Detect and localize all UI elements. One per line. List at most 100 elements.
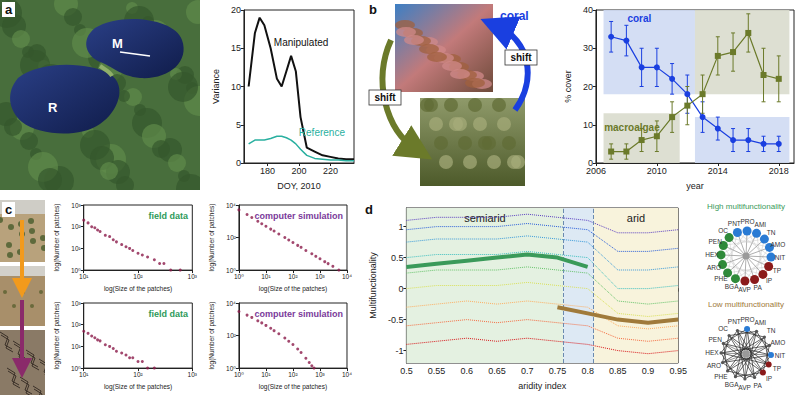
svg-text:10³: 10³: [188, 273, 198, 280]
svg-text:coral: coral: [500, 9, 529, 23]
svg-text:0.95: 0.95: [669, 366, 687, 376]
svg-text:0.85: 0.85: [609, 366, 627, 376]
svg-text:ARO: ARO: [707, 362, 721, 369]
svg-text:AMI: AMI: [755, 221, 767, 228]
svg-text:field data: field data: [148, 211, 189, 221]
svg-text:OC: OC: [718, 325, 728, 332]
svg-text:10²: 10²: [133, 273, 143, 280]
svg-text:PNT: PNT: [728, 318, 741, 325]
svg-text:HEX: HEX: [705, 349, 719, 356]
svg-text:IP: IP: [766, 277, 772, 284]
svg-text:10⁰: 10⁰: [234, 371, 244, 378]
svg-text:20: 20: [231, 5, 241, 15]
svg-text:180: 180: [260, 166, 275, 176]
svg-text:PA: PA: [754, 284, 763, 291]
svg-text:10²: 10²: [71, 321, 81, 328]
svg-text:AVP: AVP: [738, 286, 751, 293]
svg-text:coral: coral: [627, 13, 651, 24]
svg-text:10³: 10³: [71, 300, 81, 307]
svg-text:0.8: 0.8: [581, 366, 594, 376]
svg-text:10¹: 10¹: [261, 273, 271, 280]
svg-text:PRO: PRO: [740, 218, 754, 225]
svg-text:10⁴: 10⁴: [342, 371, 352, 378]
svg-text:-1: -1: [395, 346, 403, 356]
svg-text:0.7: 0.7: [521, 366, 534, 376]
svg-text:NIT: NIT: [775, 352, 786, 359]
svg-text:10³: 10³: [315, 371, 325, 378]
svg-text:PHE: PHE: [714, 373, 728, 380]
svg-text:30: 30: [583, 43, 593, 53]
svg-text:0.55: 0.55: [428, 366, 446, 376]
svg-text:10: 10: [583, 120, 593, 130]
svg-text:shift: shift: [374, 92, 396, 103]
svg-text:200: 200: [291, 166, 306, 176]
svg-text:0.5: 0.5: [391, 253, 404, 263]
svg-text:TN: TN: [767, 229, 776, 236]
svg-text:15: 15: [231, 43, 241, 53]
svg-text:OC: OC: [718, 227, 728, 234]
svg-text:-0.5: -0.5: [388, 315, 404, 325]
svg-text:AMI: AMI: [755, 319, 767, 326]
svg-text:High multifunctionality: High multifunctionality: [707, 202, 785, 211]
svg-text:NIT: NIT: [775, 254, 786, 261]
svg-text:0.6: 0.6: [461, 366, 474, 376]
svg-text:PEN: PEN: [708, 238, 722, 245]
svg-text:HEX: HEX: [705, 251, 719, 258]
svg-text:log(Number of patches): log(Number of patches): [208, 204, 216, 272]
svg-text:2010: 2010: [647, 166, 667, 176]
svg-text:PEN: PEN: [708, 336, 722, 343]
svg-text:BGA: BGA: [725, 283, 739, 290]
svg-text:Variance: Variance: [211, 69, 221, 104]
svg-text:1: 1: [398, 222, 403, 232]
svg-text:ARO: ARO: [707, 264, 721, 271]
svg-text:aridity index: aridity index: [518, 381, 567, 391]
svg-text:R: R: [48, 100, 58, 115]
svg-text:10²: 10²: [133, 371, 143, 378]
svg-text:10⁰: 10⁰: [234, 273, 244, 280]
svg-text:0.9: 0.9: [642, 366, 655, 376]
svg-text:PRO: PRO: [740, 316, 754, 323]
svg-text:arid: arid: [627, 212, 645, 224]
svg-text:10²: 10²: [227, 332, 237, 339]
svg-text:2018: 2018: [769, 166, 789, 176]
svg-text:M: M: [112, 36, 123, 51]
svg-text:2006: 2006: [586, 166, 606, 176]
svg-text:log(Size of the patches): log(Size of the patches): [104, 383, 172, 391]
svg-text:Reference: Reference: [299, 127, 346, 138]
svg-text:log(Size of the patches): log(Size of the patches): [259, 383, 327, 391]
svg-text:macroalgae: macroalgae: [604, 122, 660, 133]
svg-text:field data: field data: [148, 309, 189, 319]
svg-text:10²: 10²: [227, 234, 237, 241]
svg-text:BGA: BGA: [725, 381, 739, 388]
svg-text:10⁴: 10⁴: [342, 273, 352, 280]
svg-text:10¹: 10¹: [79, 371, 89, 378]
svg-text:220: 220: [323, 166, 338, 176]
svg-text:Multifunctionality: Multifunctionality: [368, 252, 378, 319]
svg-text:log(Size of the patches): log(Size of the patches): [259, 285, 327, 293]
svg-text:2014: 2014: [708, 166, 728, 176]
svg-text:10⁴: 10⁴: [226, 202, 236, 209]
svg-text:10²: 10²: [71, 223, 81, 230]
svg-text:log(Number of patches): log(Number of patches): [208, 302, 216, 370]
svg-text:DOY, 2010: DOY, 2010: [277, 181, 320, 191]
svg-text:0.75: 0.75: [549, 366, 567, 376]
svg-text:log(Size of the patches): log(Size of the patches): [104, 285, 172, 293]
svg-text:10: 10: [231, 82, 241, 92]
svg-text:5: 5: [236, 120, 241, 130]
svg-text:TN: TN: [767, 327, 776, 334]
svg-text:10⁴: 10⁴: [226, 300, 236, 307]
svg-text:20: 20: [583, 82, 593, 92]
svg-text:IP: IP: [766, 375, 772, 382]
svg-text:10¹: 10¹: [71, 245, 81, 252]
svg-text:10³: 10³: [71, 202, 81, 209]
svg-text:shift: shift: [510, 52, 532, 63]
svg-text:10¹: 10¹: [79, 273, 89, 280]
svg-text:TP: TP: [773, 365, 781, 372]
svg-text:10¹: 10¹: [71, 343, 81, 350]
svg-text:Manipulated: Manipulated: [274, 37, 328, 48]
svg-text:AMO: AMO: [771, 339, 786, 346]
svg-text:TP: TP: [773, 267, 781, 274]
svg-text:log(Number of patches): log(Number of patches): [53, 204, 61, 272]
svg-text:0.65: 0.65: [488, 366, 506, 376]
svg-text:log(Number of patches): log(Number of patches): [53, 302, 61, 370]
